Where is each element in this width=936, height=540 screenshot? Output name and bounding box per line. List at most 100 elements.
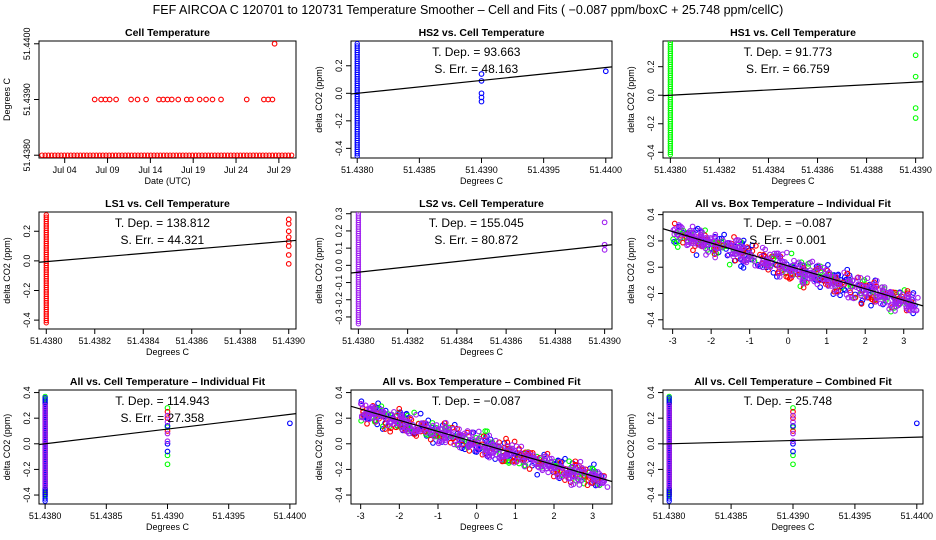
data-point [868, 302, 874, 309]
x-tick-label: 1 [824, 336, 829, 346]
x-tick-label: -1 [434, 511, 442, 521]
data-point [509, 451, 515, 458]
data-point [526, 466, 533, 472]
data-point [497, 456, 504, 463]
y-tick-label: -0.2 [334, 462, 344, 478]
y-tick-label: -0.4 [334, 487, 344, 503]
x-tick-label: 0 [786, 336, 791, 346]
x-tick-label: 51.4390 [272, 336, 305, 346]
data-point [879, 287, 886, 294]
x-tick-label: 51.4390 [899, 165, 932, 175]
x-tick-label: 51.4388 [224, 336, 257, 346]
data-point [776, 264, 782, 270]
data-point [442, 419, 449, 426]
data-point [685, 241, 692, 248]
data-point [796, 273, 803, 280]
x-tick-label: 51.4395 [527, 165, 560, 175]
data-point [442, 439, 449, 446]
data-point [379, 406, 385, 413]
data-point [164, 423, 171, 429]
data-point [788, 250, 795, 257]
x-tick-label: 51.4400 [274, 511, 307, 521]
series-1 [39, 152, 295, 158]
plot-area [351, 41, 612, 158]
data-point [279, 152, 285, 158]
data-point [790, 408, 796, 415]
panel-8: All vs. Box Temperature – Combined Fit -3… [314, 376, 613, 532]
data-point [820, 276, 827, 283]
panel-4: LS1 vs. Cell Temperature 51.4380 51.4382 51… [2, 198, 305, 357]
data-point [758, 253, 765, 260]
plot-frame [350, 389, 613, 505]
x-tick-label: 51.4395 [212, 511, 245, 521]
y-tick-label: -0.4 [22, 312, 32, 328]
data-point [858, 300, 865, 307]
data-point [285, 252, 292, 258]
data-point [591, 476, 597, 483]
fit-annotation: S. Err. = 27.358 [121, 411, 205, 425]
plot-frame [662, 40, 924, 159]
data-point [534, 463, 541, 470]
x-tick-label: 51.4386 [175, 336, 208, 346]
y-tick-label: -0.2 [334, 292, 344, 308]
data-point [530, 460, 537, 467]
data-point [122, 152, 128, 158]
data-point [484, 447, 491, 454]
data-point [915, 294, 921, 301]
data-point [119, 152, 125, 158]
data-point [745, 256, 751, 263]
data-point [833, 273, 840, 280]
data-point [244, 152, 250, 158]
data-point [509, 445, 515, 452]
data-point [394, 420, 400, 426]
x-tick-label: 51.4385 [90, 511, 123, 521]
data-point [173, 152, 180, 158]
x-tick-label: 51.4382 [78, 336, 111, 346]
data-point [562, 455, 568, 462]
data-point [42, 496, 48, 502]
fit-annotation: S. Err. = 80.872 [434, 233, 518, 247]
data-point [364, 420, 370, 427]
fit-annotation: T. Dep. = 138.812 [115, 216, 210, 230]
data-point [399, 426, 406, 433]
data-point [881, 295, 888, 301]
data-point [752, 262, 759, 269]
x-axis-label: Degrees C [146, 522, 190, 532]
fit-annotation: S. Err. = 48.163 [434, 62, 518, 76]
data-point [844, 266, 851, 273]
data-point [666, 481, 672, 488]
data-point [285, 152, 292, 158]
data-point [456, 426, 462, 432]
data-point [850, 295, 857, 302]
data-point [531, 457, 537, 464]
data-point [367, 405, 374, 412]
data-point [256, 152, 263, 158]
data-point [548, 455, 555, 462]
data-point [670, 236, 676, 242]
data-point [285, 260, 292, 267]
data-point [385, 422, 391, 429]
x-tick-label: 51.4380 [29, 511, 62, 521]
data-point [199, 152, 205, 158]
x-tick-label: 51.4390 [465, 165, 498, 175]
y-tick-label: 0.0 [646, 438, 656, 451]
x-tick-label: 51.4380 [342, 336, 375, 346]
x-tick-label: Jul 04 [53, 165, 77, 175]
panel-title: Cell Temperature [125, 27, 210, 39]
x-tick-label: 51.4388 [850, 165, 883, 175]
x-tick-label: 51.4380 [653, 511, 686, 521]
data-point [189, 152, 196, 158]
data-point [912, 73, 919, 80]
data-point [406, 430, 412, 437]
data-point [790, 412, 796, 419]
data-point [725, 251, 732, 258]
data-point [138, 152, 144, 158]
data-point [784, 249, 790, 256]
plot-frame [38, 40, 297, 159]
x-tick-label: 51.4380 [654, 165, 687, 175]
data-point [800, 284, 807, 291]
fit-annotation: T. Dep. = −0.087 [432, 394, 521, 408]
data-point [699, 229, 705, 236]
data-point [170, 152, 176, 158]
